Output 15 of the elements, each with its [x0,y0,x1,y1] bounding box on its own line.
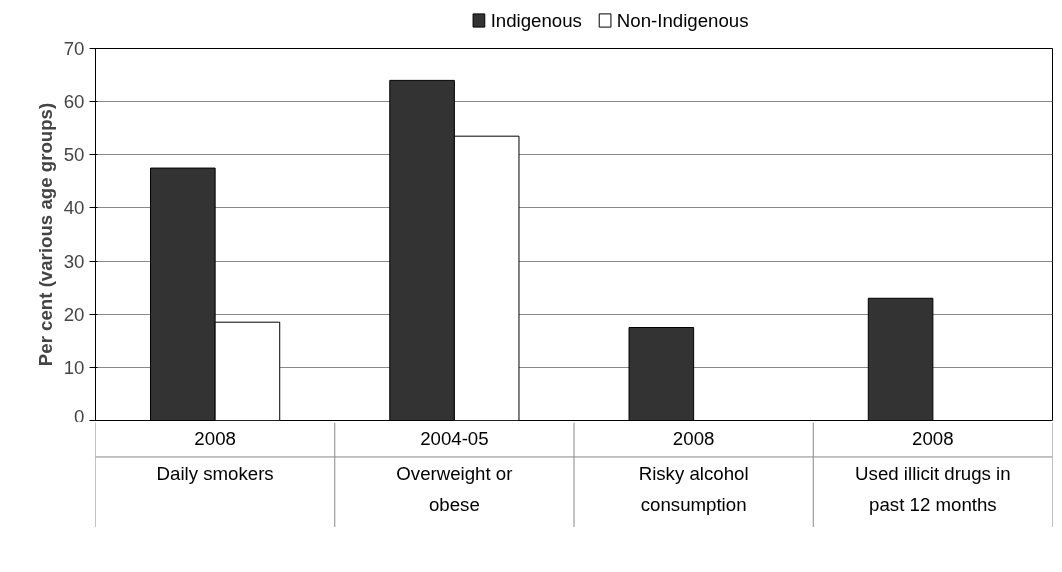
x-tick-label: 2008 Daily smokers [156,428,274,484]
y-tick-label: 50 [63,144,85,166]
y-tick-label: 40 [63,197,85,219]
legend-label: Non-Indigenous [616,10,749,31]
x-tick-label: 2004-05 Overweight or obese [396,428,513,516]
y-tick-label: 0 [74,405,85,427]
x-tick-label: 2008 Used illicit drugs in past 12 months [855,428,1011,516]
y-axis-title: Per cent (various age groups) [34,102,56,367]
y-tick-label: 30 [63,250,85,272]
x-tick-label: 2008 Risky alcohol consumption [638,428,749,516]
y-tick-label: 60 [63,91,85,113]
y-tick-label: 10 [63,356,85,378]
y-tick-label: 70 [63,38,85,59]
legend-label: Indigenous [490,10,582,31]
y-tick-label: 20 [63,303,85,325]
